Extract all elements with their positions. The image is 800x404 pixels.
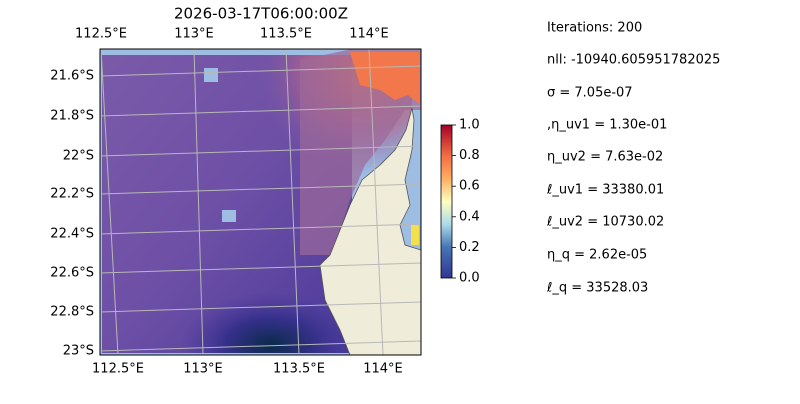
colorbar-tick-label: 0.4 [459,209,480,224]
lat-label: 22°S [63,149,94,164]
colorbar-tick-label: 0.2 [459,240,480,255]
colorbar-tick-label: 0.0 [459,271,480,286]
param: ,η_uv1 = 1.30e-01 [547,118,667,133]
map-area [100,49,421,355]
lon-label: 112.5°E [75,27,127,42]
colorbar-tick-label: 0.8 [459,148,480,163]
param: η_q = 2.62e-05 [547,248,647,263]
lat-label: 23°S [63,344,94,359]
lat-label: 22.2°S [50,187,94,202]
ocean-patch [204,68,218,82]
params: Iterations: 200 nll: -10940.605951782025… [546,21,720,296]
param: Iterations: 200 [547,21,642,36]
param: ℓ_uv1 = 33380.01 [546,183,664,198]
land [319,107,421,355]
lat-label: 21.8°S [50,109,94,124]
lon-labels-top: 112.5°E 113°E 113.5°E 114°E [75,27,389,42]
colorbar-tick-label: 0.6 [459,179,480,194]
field-warm [350,52,420,105]
lat-label: 22.8°S [50,305,94,320]
lon-label: 114°E [349,27,389,42]
lat-label: 21.6°S [50,69,94,84]
colorbar-gradient [440,124,453,279]
map-frame [99,48,422,356]
colorbar: 0.0 0.2 0.4 0.6 0.8 1.0 [440,118,480,286]
param: ℓ_uv2 = 10730.02 [546,215,664,230]
param: nll: -10940.605951782025 [547,53,720,68]
field-yellow [411,225,419,245]
lon-label: 114°E [363,362,403,377]
lon-label: 113.5°E [260,27,312,42]
lat-label: 22.4°S [50,227,94,242]
colorbar-tick-label: 1.0 [459,118,480,133]
map-title: 2026-03-17T06:00:00Z [174,5,348,23]
ocean-patch [222,210,236,222]
lon-label: 113°E [183,362,223,377]
lon-label: 112.5°E [92,362,144,377]
param: ℓ_q = 33528.03 [546,281,648,296]
lon-labels-bottom: 112.5°E 113°E 113.5°E 114°E [92,362,403,377]
graticule [100,49,421,355]
field-east [300,49,421,255]
lat-label: 22.6°S [50,266,94,281]
lat-labels: 21.6°S 21.8°S 22°S 22.2°S 22.4°S 22.6°S … [50,69,94,359]
lon-label: 113.5°E [273,362,325,377]
param: η_uv2 = 7.63e-02 [547,150,663,165]
lon-label: 113°E [174,27,214,42]
param: σ = 7.05e-07 [547,86,633,101]
